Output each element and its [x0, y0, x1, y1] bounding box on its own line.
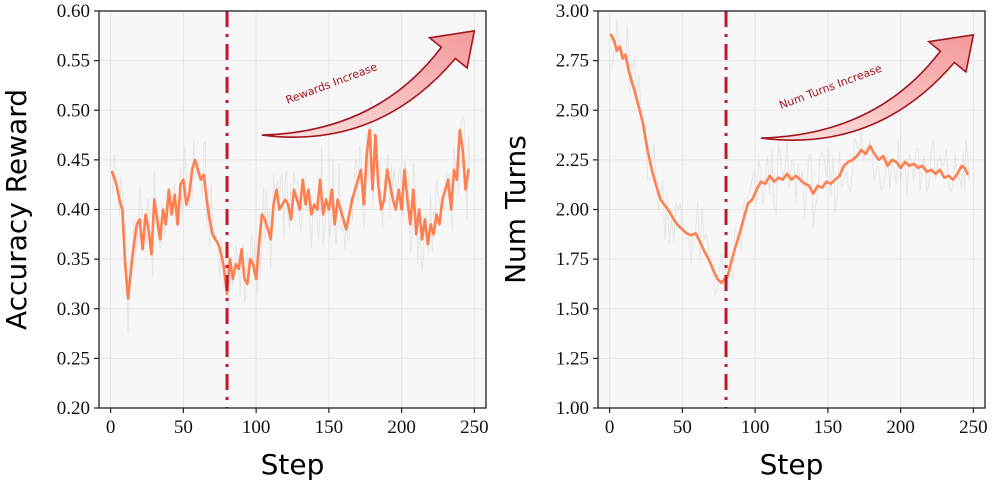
x-tick-label: 50 — [174, 417, 193, 438]
y-tick-label: 0.50 — [57, 100, 90, 121]
y-tick-label: 0.40 — [57, 200, 90, 221]
y-tick-label: 0.45 — [57, 150, 90, 171]
trend-arrow-icon — [261, 29, 476, 138]
accuracy-reward-panel: Rewards Increase0.200.250.300.350.400.45… — [0, 1, 489, 481]
y-tick-label: 0.60 — [57, 1, 90, 22]
y-tick-label: 1.50 — [556, 299, 589, 320]
x-tick-label: 200 — [387, 417, 416, 438]
y-tick-label: 0.25 — [57, 348, 90, 369]
x-tick-label: 150 — [315, 417, 344, 438]
raw-series-line — [111, 98, 471, 334]
y-tick-label: 2.50 — [556, 100, 589, 121]
x-axis-label: Step — [760, 448, 824, 481]
y-tick-label: 0.55 — [57, 51, 90, 72]
raw-series-line — [610, 19, 970, 300]
y-tick-label: 0.35 — [57, 249, 90, 270]
x-tick-label: 250 — [460, 417, 489, 438]
x-axis-label: Step — [261, 448, 325, 481]
x-tick-label: 250 — [959, 417, 988, 438]
x-tick-label: 100 — [242, 417, 271, 438]
series-line — [609, 33, 969, 285]
num-turns-panel: Num Turns Increase1.001.251.501.752.002.… — [499, 1, 988, 481]
y-axis-label: Accuracy Reward — [0, 89, 33, 330]
series-line — [110, 128, 470, 301]
y-tick-label: 0.20 — [57, 398, 90, 419]
y-tick-label: 1.75 — [556, 249, 589, 270]
y-tick-label: 2.25 — [556, 150, 589, 171]
y-tick-label: 1.25 — [556, 348, 589, 369]
x-tick-label: 150 — [814, 417, 843, 438]
y-tick-label: 2.00 — [556, 200, 589, 221]
y-tick-label: 2.75 — [556, 51, 589, 72]
x-tick-label: 100 — [741, 417, 770, 438]
trend-arrow-icon — [760, 33, 975, 141]
y-tick-label: 0.30 — [57, 299, 90, 320]
y-tick-label: 3.00 — [556, 1, 589, 22]
y-tick-label: 1.00 — [556, 398, 589, 419]
y-axis-label: Num Turns — [499, 135, 532, 284]
x-tick-label: 200 — [886, 417, 915, 438]
x-tick-label: 0 — [605, 417, 615, 438]
x-tick-label: 50 — [673, 417, 692, 438]
x-tick-label: 0 — [106, 417, 116, 438]
